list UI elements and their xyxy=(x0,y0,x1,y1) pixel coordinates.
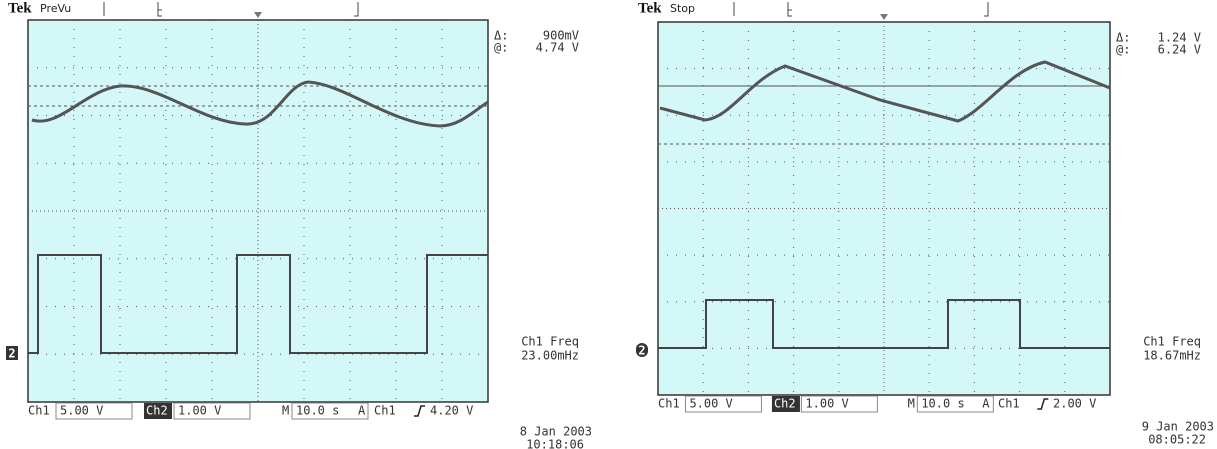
at-symbol: @: xyxy=(1116,43,1130,57)
ch2-label: Ch2 xyxy=(774,397,796,411)
at-value: 4.74 V xyxy=(536,41,579,55)
ch1-scale: 5.00 V xyxy=(689,397,732,411)
record-bracket xyxy=(734,2,988,16)
time-scale: 10.0 s xyxy=(296,404,339,418)
trigger-marker xyxy=(880,14,888,20)
ch2-scale: 1.00 V xyxy=(178,404,221,418)
brand: Tek xyxy=(638,0,662,16)
time: 10:18:06 xyxy=(526,438,584,449)
at-value: 6.24 V xyxy=(1158,43,1201,57)
time-label: M xyxy=(908,397,915,411)
trigger-level: 4.20 V xyxy=(430,404,473,418)
measurement-label: Ch1 Freq xyxy=(521,335,579,349)
trigger-source: Ch1 xyxy=(998,397,1020,411)
ch2-label: Ch2 xyxy=(146,404,168,418)
measurement-label: Ch1 Freq xyxy=(1143,335,1201,349)
trigger-slope xyxy=(414,406,425,416)
ch1-label: Ch1 xyxy=(28,404,50,418)
date: 8 Jan 2003 xyxy=(520,425,592,439)
ch2-marker: 2 xyxy=(8,347,15,361)
time-label: M xyxy=(282,404,289,418)
page: TekPreVuΔ:900mV@:4.74 VCh1 Freq23.00mHz2… xyxy=(0,0,1217,449)
brand: Tek xyxy=(8,0,32,16)
at-symbol: @: xyxy=(494,41,508,55)
ch2-scale: 1.00 V xyxy=(805,397,848,411)
time: 08:05:22 xyxy=(1148,433,1206,447)
trigger-label: A xyxy=(358,404,366,418)
trigger-marker xyxy=(254,12,262,18)
ch1-scale: 5.00 V xyxy=(60,404,103,418)
ch1-label: Ch1 xyxy=(658,397,680,411)
trigger-label: A xyxy=(982,397,990,411)
trigger-level: 2.00 V xyxy=(1053,397,1096,411)
trigger-source: Ch1 xyxy=(374,404,396,418)
trigger-slope xyxy=(1037,399,1048,409)
status: PreVu xyxy=(40,2,71,15)
record-bracket xyxy=(104,2,358,16)
measurement-value: 23.00mHz xyxy=(521,349,579,363)
ch2-marker: 2 xyxy=(638,344,645,358)
measurement-value: 18.67mHz xyxy=(1143,349,1201,363)
status: Stop xyxy=(670,2,695,15)
date: 9 Jan 2003 xyxy=(1142,420,1214,434)
time-scale: 10.0 s xyxy=(921,397,964,411)
